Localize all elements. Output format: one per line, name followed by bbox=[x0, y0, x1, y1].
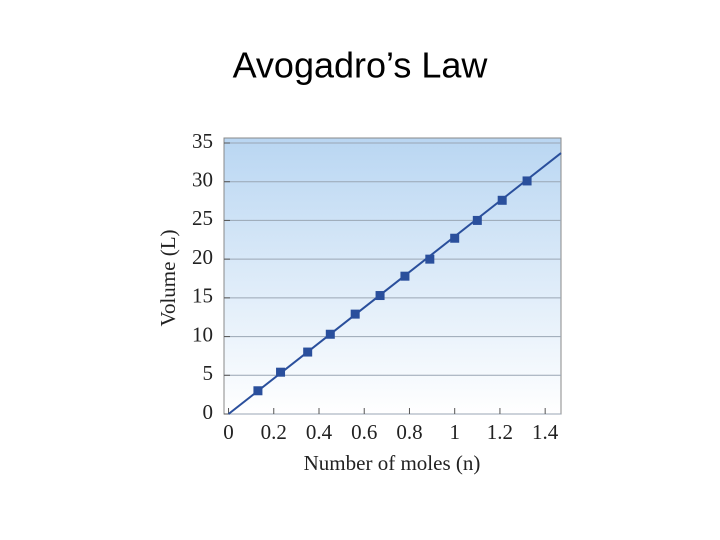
data-point bbox=[253, 386, 263, 396]
y-tick-label: 15 bbox=[192, 284, 213, 308]
data-point bbox=[276, 367, 286, 377]
x-tick-label: 1.4 bbox=[532, 420, 559, 444]
data-point bbox=[400, 271, 410, 281]
x-tick-label: 0.6 bbox=[351, 420, 377, 444]
y-tick-label: 5 bbox=[203, 361, 214, 385]
x-tick-label: 0.2 bbox=[261, 420, 287, 444]
y-tick-label: 10 bbox=[192, 322, 213, 346]
data-point bbox=[472, 215, 482, 225]
x-axis-label: Number of moles (n) bbox=[304, 451, 481, 475]
data-point bbox=[375, 291, 385, 301]
y-tick-label: 0 bbox=[203, 400, 214, 424]
x-tick-label: 0.8 bbox=[396, 420, 422, 444]
x-tick-label: 0 bbox=[223, 420, 234, 444]
slide-title: Avogadro’s Law bbox=[233, 45, 489, 86]
x-tick-label: 1.2 bbox=[487, 420, 513, 444]
x-tick-label: 0.4 bbox=[306, 420, 333, 444]
data-point bbox=[522, 176, 532, 186]
data-point bbox=[497, 195, 507, 205]
y-tick-label: 20 bbox=[192, 245, 213, 269]
data-point bbox=[303, 347, 313, 357]
data-point bbox=[325, 329, 335, 339]
data-point bbox=[450, 233, 460, 243]
data-point bbox=[350, 309, 360, 319]
x-tick-label: 1 bbox=[449, 420, 460, 444]
plot-area bbox=[223, 137, 562, 415]
y-tick-label: 35 bbox=[192, 129, 213, 153]
y-tick-label: 25 bbox=[192, 206, 213, 230]
data-point bbox=[425, 254, 435, 264]
y-tick-label: 30 bbox=[192, 168, 213, 192]
y-axis-label: Volume (L) bbox=[156, 229, 180, 326]
